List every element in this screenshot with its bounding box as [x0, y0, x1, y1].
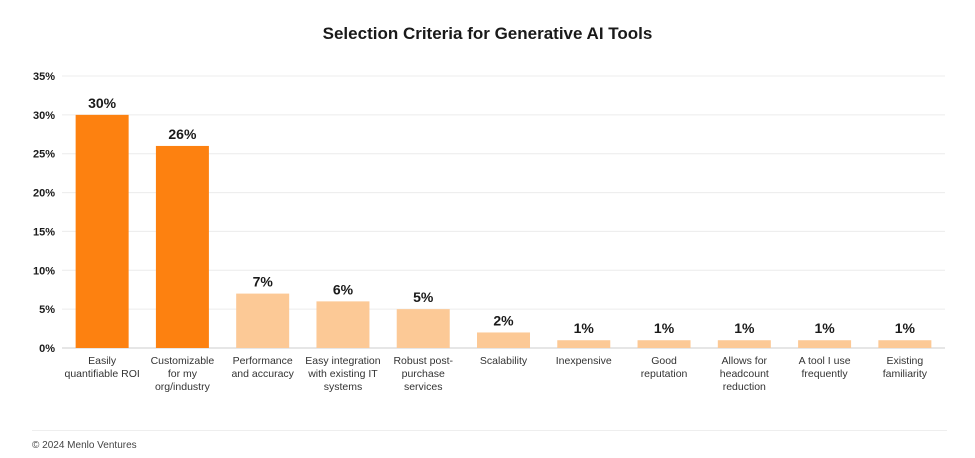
x-tick-label: Existing familiarity	[883, 355, 928, 380]
footer-divider	[32, 430, 947, 431]
bar	[477, 332, 530, 348]
data-label: 30%	[88, 95, 117, 111]
x-tick-label: Robust post-purchase services	[393, 355, 453, 393]
data-label: 5%	[413, 289, 434, 305]
y-tick-label: 10%	[33, 265, 55, 277]
data-label: 6%	[333, 281, 354, 297]
y-tick-label: 20%	[33, 188, 55, 200]
bar	[637, 340, 691, 348]
data-label: 26%	[168, 126, 197, 142]
y-tick-label: 0%	[39, 343, 55, 355]
bar	[75, 114, 129, 348]
bar	[396, 309, 450, 348]
x-tick-label: Customizable for my org/industry	[151, 355, 215, 393]
y-tick-label: 25%	[33, 149, 55, 161]
y-tick-label: 5%	[39, 304, 55, 316]
bar	[236, 293, 290, 348]
bar-chart: 0% 5% 10% 15% 20% 25% 30% 35% 30% Easily quantifia…	[33, 71, 945, 393]
x-tick-label: A tool I use frequently	[799, 355, 851, 380]
x-tick-label: Inexpensive	[556, 355, 612, 367]
chart-title: Selection Criteria for Generative AI Too…	[322, 24, 653, 43]
x-tick-label: Easy integration with existing IT systems	[305, 355, 380, 393]
bar	[878, 340, 932, 348]
data-label: 1%	[895, 320, 916, 336]
y-tick-label: 30%	[33, 110, 55, 122]
data-label: 1%	[814, 320, 835, 336]
x-tick-label: Performance and accuracy	[231, 355, 294, 380]
bar	[798, 340, 852, 348]
data-label: 1%	[574, 320, 595, 336]
data-label: 1%	[734, 320, 755, 336]
x-tick-label: Allows for headcount reduction	[720, 355, 769, 393]
bar	[717, 340, 771, 348]
x-tick-label: Good reputation	[641, 355, 688, 380]
bar	[316, 301, 370, 348]
data-label: 7%	[253, 274, 274, 290]
footer-copyright: © 2024 Menlo Ventures	[32, 440, 137, 451]
data-label: 1%	[654, 320, 675, 336]
y-tick-label: 35%	[33, 71, 55, 83]
x-tick-label: Easily quantifiable ROI	[64, 355, 139, 380]
y-tick-label: 15%	[33, 226, 55, 238]
bar	[557, 340, 611, 348]
data-label: 2%	[493, 312, 514, 328]
x-tick-label: Scalability	[480, 355, 528, 367]
bar	[155, 145, 209, 348]
